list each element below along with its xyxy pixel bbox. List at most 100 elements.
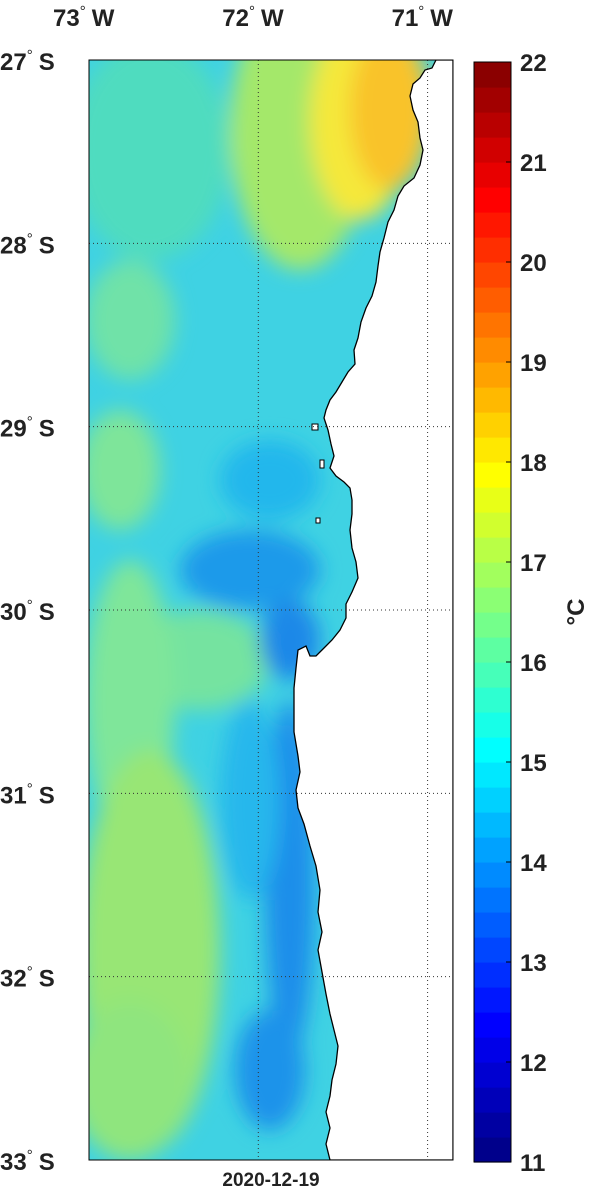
colorbar-step [474,487,511,513]
colorbar-unit: °C [563,599,590,626]
colorbar-step [474,712,511,738]
longitude-label: 71° W [392,3,454,32]
graticule [89,60,453,1160]
longitude-label: 73° W [53,3,115,32]
lat-degree: 30 [0,599,27,626]
lat-degree: 32 [0,966,27,993]
longitude-labels: 73° W 72° W 71° W [53,3,453,32]
colorbar-step [474,437,511,463]
island [315,517,321,524]
colorbar-step [474,312,511,338]
colorbar-tick-label: 17 [520,550,547,577]
colorbar-step [474,612,511,638]
degree-symbol: ° [249,3,255,20]
colorbar-step [474,637,511,663]
colorbar-step [474,762,511,788]
degree-symbol: ° [418,3,424,20]
colorbar-tick-label: 12 [520,1050,547,1077]
map-frame [88,59,454,1161]
colorbar-step [474,137,511,163]
latitude-label: 27° S [0,47,55,76]
degree-symbol: ° [27,597,33,614]
lon-degree: 71 [392,5,419,32]
lat-degree: 28 [0,232,27,259]
colorbar-tick-label: 21 [520,150,547,177]
colorbar-step [474,1137,511,1163]
colorbar-step [474,1037,511,1063]
latitude-label: 28° S [0,230,55,259]
colorbar-step [474,337,511,363]
colorbar-tick-label: 16 [520,650,547,677]
colorbar-step [474,812,511,838]
colorbar-step [474,887,511,913]
colorbar-step [474,912,511,938]
lat-hemisphere: S [39,416,55,443]
latitude-label: 33° S [0,1147,55,1176]
colorbar-ticks: 11 12 13 14 15 16 17 18 19 20 21 22 [506,50,547,1177]
lat-degree: 27 [0,49,27,76]
colorbar-frame [473,61,512,1163]
colorbar-step [474,1012,511,1038]
colorbar-tick-label: 19 [520,350,547,377]
colorbar-step [474,1087,511,1113]
colorbar-step [474,262,511,288]
colorbar-step [474,862,511,888]
colorbar-step [474,662,511,688]
colorbar-step [474,587,511,613]
colorbar-step [474,737,511,763]
colorbar-step [474,112,511,138]
colorbar-tick-label: 20 [520,250,547,277]
island [311,423,319,431]
colorbar-step [474,287,511,313]
degree-symbol: ° [27,230,33,247]
lat-degree: 29 [0,416,27,443]
colorbar-step [474,462,511,488]
lat-hemisphere: S [39,1149,55,1176]
colorbar-step [474,937,511,963]
degree-symbol: ° [27,414,33,431]
colorbar-tick-label: 14 [520,850,547,877]
sst-field [89,60,453,1160]
colorbar-step [474,237,511,263]
colorbar-step [474,162,511,188]
colorbar-tick-label: 18 [520,450,547,477]
latitude-label: 29° S [0,414,55,443]
lat-degree: 31 [0,782,27,809]
lat-degree: 33 [0,1149,27,1176]
lon-degree: 72 [222,5,249,32]
colorbar-step [474,787,511,813]
colorbar-tick-label: 11 [520,1150,545,1177]
colorbar-step [474,562,511,588]
colorbar-step [474,187,511,213]
lon-hemisphere: W [430,5,453,32]
colorbar-step [474,687,511,713]
colorbar-step [474,412,511,438]
date-label: 2020-12-19 [222,1170,319,1188]
degree-symbol: ° [27,964,33,981]
colorbar-step [474,962,511,988]
colorbar-step [474,512,511,538]
island [319,459,325,469]
lat-hemisphere: S [39,599,55,626]
colorbar-step [474,62,511,88]
degree-symbol: ° [27,47,33,64]
lon-hemisphere: W [261,5,284,32]
colorbar-tick-label: 13 [520,950,547,977]
colorbar-step [474,212,511,238]
colorbar-step [474,1062,511,1088]
degree-symbol: ° [27,780,33,797]
colorbar-tick-label: 15 [520,750,547,777]
latitude-label: 31° S [0,780,55,809]
lat-hemisphere: S [39,782,55,809]
degree-symbol: ° [27,1147,33,1164]
lon-hemisphere: W [92,5,115,32]
colorbar-tick-label: 22 [520,50,547,77]
lat-hemisphere: S [39,232,55,259]
colorbar-step [474,387,511,413]
colorbar-step [474,362,511,388]
colorbar-step [474,1112,511,1138]
longitude-label: 72° W [222,3,284,32]
latitude-labels: 27° S28° S29° S30° S31° S32° S33° S [0,47,55,1176]
colorbar-step [474,837,511,863]
